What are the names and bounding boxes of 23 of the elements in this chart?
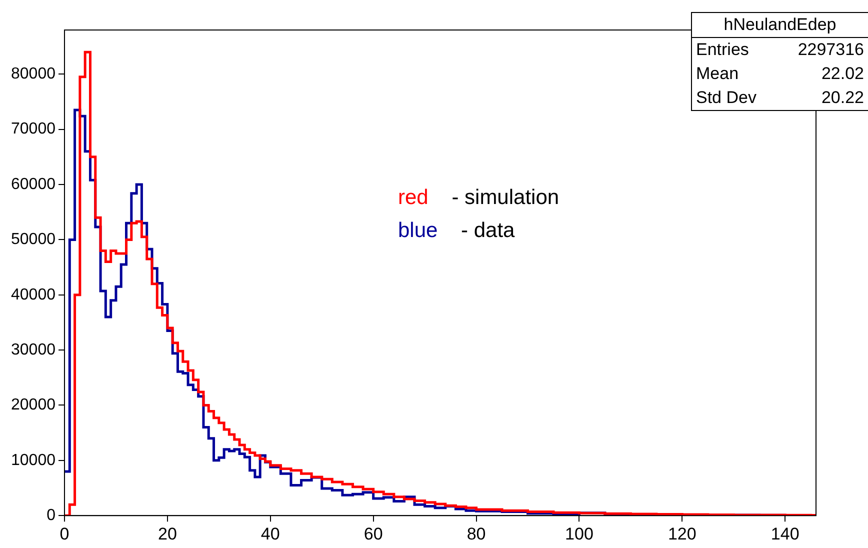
y-tick-label: 30000 <box>10 341 56 358</box>
x-tick-label: 20 <box>158 524 177 544</box>
text: Mean 22.02 <box>696 64 864 83</box>
x-tick-label: 100 <box>565 524 594 544</box>
annotation: hNeulandEdep <box>692 13 868 38</box>
y-tick-label: 60000 <box>10 176 56 193</box>
y-tick-label: 0 <box>46 507 56 524</box>
y-tick-label: 10000 <box>10 452 56 469</box>
annotation: red - simulation <box>398 186 560 209</box>
annotation: blue - data <box>398 219 515 242</box>
y-tick-label: 40000 <box>10 286 56 304</box>
x-tick-label: 80 <box>466 524 486 544</box>
y-tick-label: 80000 <box>10 66 56 83</box>
text: Entries 2297316 <box>696 40 864 59</box>
x-tick-label: 120 <box>668 524 696 544</box>
y-tick-label: 50000 <box>10 231 56 248</box>
x-tick-label: 140 <box>770 524 800 544</box>
x-tick-label: 0 <box>60 524 70 544</box>
x-tick-label: 60 <box>364 524 383 544</box>
y-tick-label: 20000 <box>10 396 56 414</box>
text: Std Dev 20.22 <box>696 88 864 107</box>
x-tick-label: 40 <box>260 524 280 544</box>
y-tick-label: 70000 <box>10 120 56 138</box>
